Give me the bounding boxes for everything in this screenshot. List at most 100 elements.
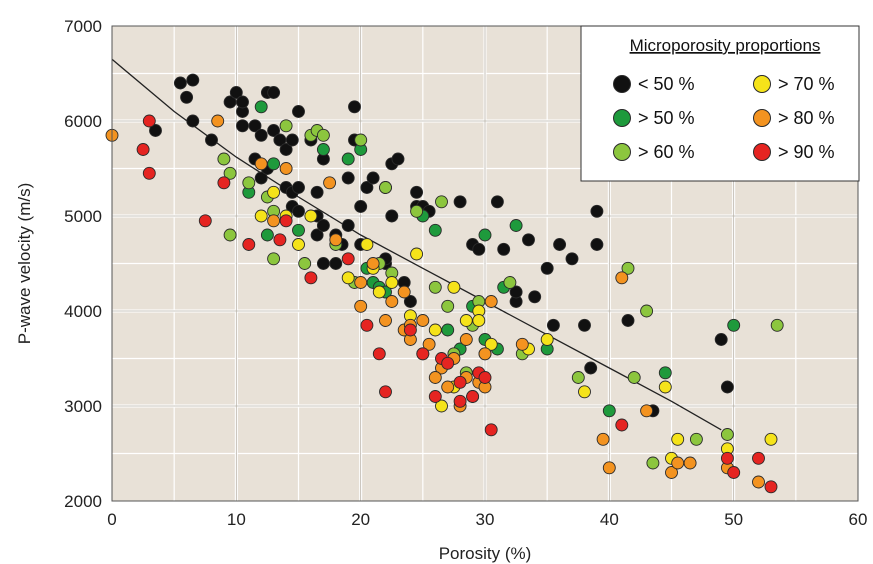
data-point-series-2 xyxy=(223,166,237,180)
data-point-series-4 xyxy=(428,371,442,384)
legend: Microporosity proportions < 50 % > 50 % > … xyxy=(580,25,860,182)
data-point-series-3 xyxy=(292,238,305,251)
data-point-series-5 xyxy=(484,423,498,437)
legend-marker xyxy=(753,75,771,93)
data-point-series-3 xyxy=(435,399,448,413)
data-point-series-2 xyxy=(354,133,368,147)
data-point-series-2 xyxy=(267,252,281,266)
data-point-series-5 xyxy=(379,385,392,399)
data-point-series-3 xyxy=(540,333,554,346)
data-point-series-0 xyxy=(354,200,368,213)
legend-marker xyxy=(613,109,631,127)
data-point-series-3 xyxy=(447,280,461,294)
x-tick-label: 60 xyxy=(849,510,868,529)
data-point-series-1 xyxy=(441,323,455,337)
data-point-series-4 xyxy=(323,176,337,190)
data-point-series-5 xyxy=(441,356,455,370)
x-axis-label: Porosity (%) xyxy=(439,544,532,563)
y-tick-label: 7000 xyxy=(64,17,102,36)
data-point-series-0 xyxy=(472,242,486,256)
data-point-series-0 xyxy=(590,204,604,218)
data-point-series-3 xyxy=(671,432,685,446)
data-point-series-4 xyxy=(459,333,473,346)
data-point-series-0 xyxy=(310,185,324,199)
legend-entry-label: > 80 % xyxy=(778,108,835,128)
legend-marker xyxy=(753,143,771,161)
data-point-series-0 xyxy=(720,380,734,394)
legend-marker xyxy=(753,109,771,127)
data-point-series-0 xyxy=(360,181,374,194)
data-point-series-2 xyxy=(316,128,330,142)
data-point-series-4 xyxy=(665,466,678,479)
data-point-series-3 xyxy=(360,238,374,251)
y-tick-label: 3000 xyxy=(64,397,102,416)
data-point-series-0 xyxy=(410,185,424,199)
data-point-series-4 xyxy=(640,404,654,418)
data-point-series-5 xyxy=(372,347,386,361)
data-point-series-4 xyxy=(267,214,281,228)
data-point-series-0 xyxy=(553,238,567,251)
data-point-series-4 xyxy=(279,162,293,175)
data-point-series-1 xyxy=(602,404,616,418)
data-point-series-4 xyxy=(397,285,411,299)
data-point-series-0 xyxy=(329,257,343,270)
y-tick-label: 6000 xyxy=(64,112,102,131)
data-point-series-0 xyxy=(205,133,218,147)
data-point-series-0 xyxy=(186,73,200,87)
y-tick-label: 2000 xyxy=(64,492,102,511)
data-point-series-0 xyxy=(621,314,635,327)
data-point-series-3 xyxy=(658,380,672,394)
data-point-series-0 xyxy=(366,171,380,185)
data-point-series-0 xyxy=(254,171,268,185)
data-point-series-4 xyxy=(354,299,368,313)
data-point-series-5 xyxy=(341,252,355,266)
data-point-series-0 xyxy=(254,128,268,142)
legend-entry-label: > 50 % xyxy=(638,108,695,128)
data-point-series-4 xyxy=(416,314,430,327)
data-point-series-4 xyxy=(422,337,436,351)
data-point-series-0 xyxy=(180,90,194,104)
data-point-series-1 xyxy=(428,223,442,237)
data-point-series-1 xyxy=(292,223,305,237)
data-point-series-5 xyxy=(142,114,156,128)
data-point-series-0 xyxy=(540,261,554,275)
legend-entries: < 50 % > 50 % > 60 % > 70 % > 80 % > 90 % xyxy=(613,74,835,162)
data-point-series-0 xyxy=(341,171,355,185)
data-point-series-2 xyxy=(689,432,703,446)
data-point-series-0 xyxy=(267,86,281,99)
data-point-series-0 xyxy=(348,100,361,114)
data-point-series-3 xyxy=(578,385,591,399)
data-point-series-2 xyxy=(298,257,312,270)
data-point-series-0 xyxy=(528,290,542,304)
data-point-series-4 xyxy=(671,456,685,470)
data-point-series-0 xyxy=(714,333,728,346)
data-point-series-0 xyxy=(578,318,591,332)
data-point-series-1 xyxy=(260,228,274,242)
data-point-series-4 xyxy=(385,295,399,308)
data-point-series-4 xyxy=(354,276,368,289)
data-point-series-4 xyxy=(683,456,697,470)
data-point-series-3 xyxy=(254,209,268,223)
data-point-series-0 xyxy=(292,204,305,218)
data-point-series-0 xyxy=(490,195,504,209)
data-point-series-3 xyxy=(385,276,399,289)
data-point-series-0 xyxy=(285,133,299,147)
data-point-series-5 xyxy=(453,375,467,389)
data-point-series-5 xyxy=(217,176,231,190)
data-point-series-4 xyxy=(515,337,529,351)
data-point-series-3 xyxy=(459,314,473,327)
legend-entry-label: > 90 % xyxy=(778,142,835,162)
data-point-series-0 xyxy=(497,242,511,256)
data-point-series-2 xyxy=(720,428,734,441)
data-point-series-5 xyxy=(478,371,492,384)
legend-marker xyxy=(613,75,631,93)
data-point-series-0 xyxy=(565,252,579,266)
data-point-series-5 xyxy=(273,233,287,247)
data-point-series-3 xyxy=(764,432,778,446)
data-point-series-5 xyxy=(304,271,318,285)
data-point-series-0 xyxy=(229,86,243,99)
data-point-series-0 xyxy=(341,219,355,232)
data-point-series-0 xyxy=(385,209,399,223)
data-point-series-1 xyxy=(254,100,268,114)
